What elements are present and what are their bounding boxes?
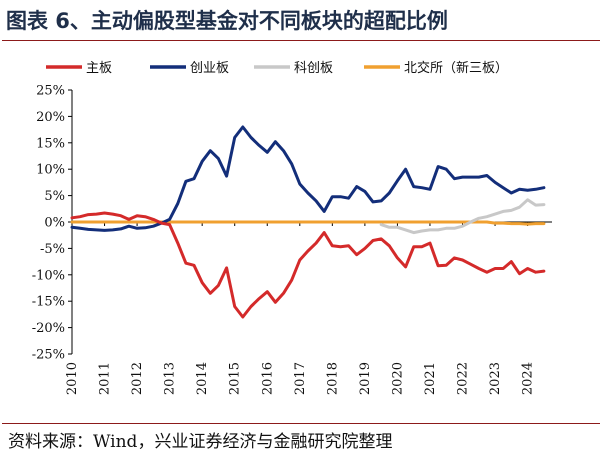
y-tick-label: 0%	[44, 216, 65, 231]
x-tick-label: 2020	[390, 362, 405, 395]
legend-label-1: 创业板	[190, 61, 229, 76]
y-tick-label: 15%	[36, 136, 65, 151]
x-tick-label: 2011	[98, 362, 113, 395]
x-tick-label: 2015	[228, 362, 243, 395]
legend-label-3: 北交所（新三板）	[404, 60, 508, 76]
series-line-1	[70, 125, 546, 232]
footer-divider	[2, 423, 600, 424]
series-line-2	[379, 198, 546, 235]
series-line-0	[70, 211, 546, 319]
page-title: 图表 6、主动偏股型基金对不同板块的超配比例	[6, 9, 448, 33]
y-tick-label: -15%	[32, 295, 65, 310]
y-tick-label: 25%	[36, 84, 65, 99]
legend: 主板 创业板 科创板 北交所（新三板）	[46, 60, 508, 76]
x-tick-label: 2022	[456, 362, 471, 395]
x-tick-label: 2018	[325, 362, 340, 395]
y-tick-label: 20%	[36, 110, 65, 125]
x-tick-label: 2012	[130, 362, 145, 395]
y-tick-label: -20%	[32, 321, 65, 336]
x-tick-label: 2013	[163, 362, 178, 395]
x-tick-label: 2010	[65, 362, 80, 395]
x-tick-label: 2024	[521, 362, 536, 395]
x-tick-label: 2023	[488, 362, 503, 395]
source-note: 资料来源：Wind，兴业证券经济与金融研究院整理	[8, 432, 393, 452]
legend-label-2: 科创板	[294, 61, 333, 76]
y-tick-label: -5%	[40, 242, 65, 257]
x-tick-label: 2016	[260, 362, 275, 395]
x-tick-label: 2014	[195, 362, 210, 395]
axes: 25% 20% 15% 10% 5% 0% -5% -10% -15% -20% -25%2010 2…	[32, 84, 552, 395]
series-group	[70, 125, 546, 319]
y-tick-label: 5%	[44, 189, 65, 204]
x-tick-label: 2021	[423, 362, 438, 395]
x-tick-label: 2019	[358, 362, 373, 395]
x-tick-label: 2017	[293, 362, 308, 395]
legend-label-0: 主板	[86, 61, 112, 76]
series-line-3	[70, 220, 546, 226]
y-tick-label: 10%	[36, 163, 65, 178]
title-divider	[2, 40, 600, 41]
y-tick-label: -10%	[32, 268, 65, 283]
y-tick-label: -25%	[32, 348, 65, 363]
